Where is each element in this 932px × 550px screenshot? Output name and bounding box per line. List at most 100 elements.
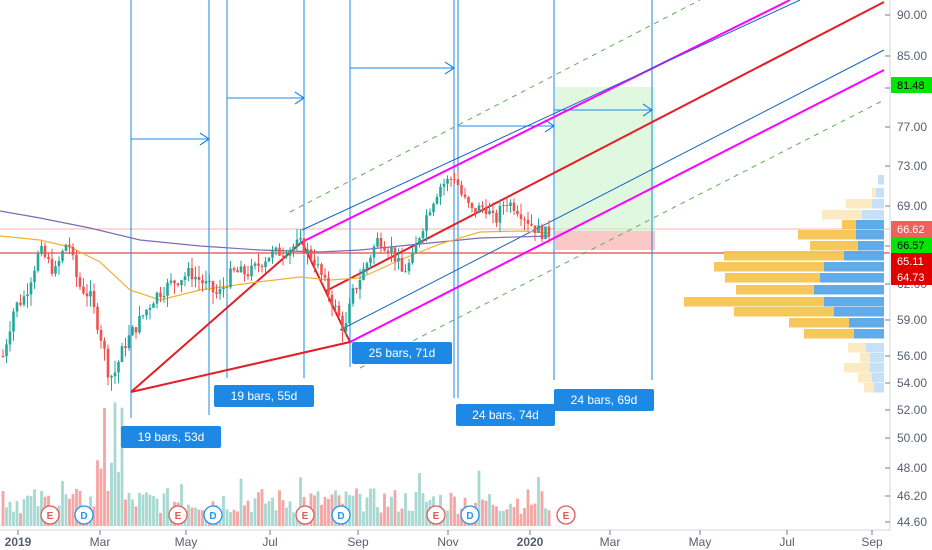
volume-bar [379, 512, 383, 526]
cycle-arrowhead [642, 103, 654, 117]
candle-body [211, 281, 215, 293]
volume-bar [239, 478, 243, 526]
pitchfork-handle [130, 240, 352, 393]
volume-bar [15, 501, 19, 526]
candle-body [425, 215, 428, 232]
volume-profile-blue [824, 262, 884, 272]
candle-body [530, 223, 533, 226]
volume-bar [530, 504, 533, 526]
candle-body [404, 271, 407, 273]
bar-count-label-box [554, 389, 654, 411]
candle-body [428, 212, 432, 216]
candle-body [271, 250, 274, 258]
price-tick-label: 90.00 [897, 8, 927, 22]
bar-count-label-box [214, 385, 314, 407]
candle-body [229, 268, 232, 287]
candle-body [96, 306, 99, 330]
volume-bar [159, 512, 162, 526]
candle-body [414, 243, 418, 254]
price-tick-label: 52.00 [897, 403, 927, 417]
moving-averages [0, 210, 551, 301]
price-tag-label: 66.57 [897, 240, 925, 252]
volume-bar [141, 494, 145, 526]
volume-bar [327, 499, 330, 526]
volume-bar [316, 491, 320, 526]
volume-bar [477, 470, 481, 526]
time-tick-label: May [175, 535, 198, 549]
volume-profile-yellow [684, 297, 824, 307]
volume-bar [257, 492, 260, 526]
volume-profile-yellow [858, 373, 872, 383]
volume-profile-yellow [860, 353, 870, 363]
pitchfork-warning-lower [359, 99, 885, 369]
candle-body [418, 238, 421, 244]
candle-body [257, 263, 260, 266]
volume-bar [313, 495, 316, 526]
volume-bar [222, 496, 225, 526]
candle-body [421, 231, 425, 239]
volume-bar [99, 468, 103, 526]
volume-bar [404, 493, 407, 526]
candle-body [204, 281, 208, 284]
volume-profile-yellow [844, 363, 870, 373]
candle-body [194, 276, 197, 280]
volume-bar [68, 498, 71, 526]
volume-bar [456, 513, 460, 526]
candle-body [22, 296, 26, 305]
earnings-marker: E [563, 511, 570, 522]
volume-profile-blue [834, 307, 884, 317]
volume-bar [267, 501, 271, 526]
candle-body [29, 282, 33, 295]
volume-bar [516, 498, 519, 526]
candle-body [134, 327, 138, 333]
volume-bar [288, 501, 292, 526]
volume-profile-blue [876, 188, 884, 198]
candle-body [306, 249, 309, 254]
volume-profile [684, 175, 884, 393]
candle-body [495, 213, 498, 223]
candle-body [250, 265, 253, 277]
volume-bar [488, 494, 491, 526]
candle-body [470, 203, 474, 209]
candle-body [488, 210, 491, 215]
event-marker-circle [168, 505, 188, 525]
candle-body [50, 259, 54, 274]
volume-bar [372, 488, 376, 526]
candle-body [502, 205, 505, 207]
candle-body [295, 239, 299, 247]
volume-profile-yellow [804, 329, 854, 339]
candle-body [432, 203, 435, 213]
time-tick-label: Jul [779, 535, 794, 549]
candle-body [411, 253, 414, 263]
candle-body [320, 264, 323, 275]
volume-bar [250, 512, 253, 526]
volume-bar [495, 506, 498, 526]
candle-body [127, 335, 131, 349]
cycle-arrowhead [199, 132, 211, 146]
bar-count-label-box [352, 342, 452, 364]
volume-bar [491, 504, 495, 526]
volume-bar [509, 503, 512, 526]
candle-body [232, 268, 236, 271]
time-tick-label: 2019 [5, 535, 32, 549]
volume-bar [120, 407, 124, 526]
candle-body [400, 258, 404, 272]
time-tick-label: Sep [861, 535, 883, 549]
volume-bar [243, 505, 246, 526]
price-axis: 90.0085.0081.0077.0073.0069.0065.0062.00… [885, 0, 932, 530]
candle-body [547, 226, 551, 237]
candle-body [82, 286, 85, 294]
volume-bar [138, 492, 141, 526]
volume-profile-yellow [872, 188, 876, 198]
volume-bar [523, 508, 526, 526]
candle-body [393, 247, 397, 262]
volume-bar [19, 513, 22, 526]
candle-body [397, 258, 400, 262]
candle-body [456, 179, 460, 186]
price-tick-label: 48.00 [897, 461, 927, 475]
time-axis: 2019 Mar May Jul Sep Nov 2020 Mar May Jul Sep [0, 529, 890, 549]
candle-body [365, 263, 369, 269]
candle-body [348, 303, 351, 324]
volume-profile-yellow [848, 343, 866, 353]
volume-bar [113, 402, 117, 526]
